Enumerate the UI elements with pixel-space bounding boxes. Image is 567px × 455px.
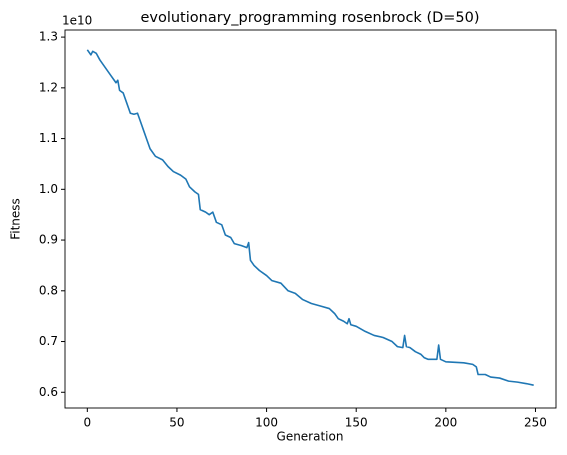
y-tick-label: 0.7 (39, 334, 58, 348)
x-tick-label: 250 (524, 416, 547, 430)
y-tick-label: 1.1 (39, 131, 58, 145)
y-tick-label: 0.6 (39, 385, 58, 399)
plot-frame (64, 29, 557, 409)
y-tick-label: 1.2 (39, 80, 58, 94)
y-offset-label: 1e10 (62, 14, 92, 28)
x-tick-label: 50 (169, 416, 184, 430)
y-axis-label: Fitness (9, 198, 23, 240)
y-tick-label: 1.3 (39, 30, 58, 44)
y-tick-label: 0.9 (39, 233, 58, 247)
data-line (86, 49, 534, 386)
x-tick-label: 0 (83, 416, 91, 430)
x-tick-label: 150 (345, 416, 368, 430)
y-tick-label: 1.0 (39, 182, 58, 196)
x-tick-label: 100 (255, 416, 278, 430)
chart-title: evolutionary_programming rosenbrock (D=5… (140, 10, 479, 26)
x-axis-label: Generation (277, 430, 344, 444)
y-tick-label: 0.8 (39, 283, 58, 297)
x-tick-label: 200 (434, 416, 457, 430)
